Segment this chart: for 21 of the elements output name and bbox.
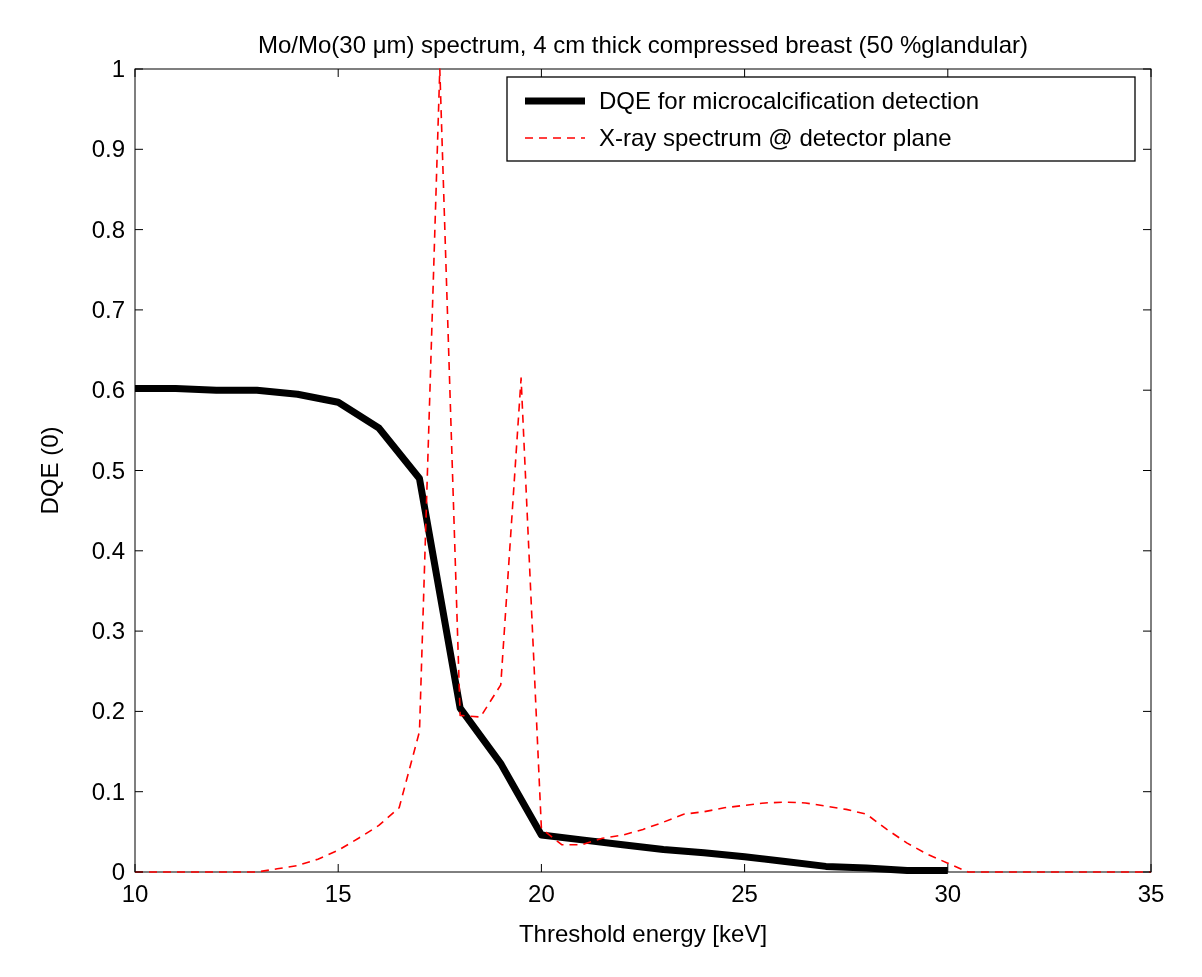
y-tick-label: 0.2 xyxy=(91,697,125,725)
y-tick-label: 0.1 xyxy=(91,777,125,805)
legend-label: DQE for microcalcification detection xyxy=(599,87,980,114)
y-tick-label: 0.7 xyxy=(91,295,125,323)
y-tick-label: 1 xyxy=(111,55,125,82)
y-tick-label: 0.8 xyxy=(91,215,125,243)
y-tick-label: 0.9 xyxy=(91,135,125,163)
x-tick-label: 15 xyxy=(324,880,352,907)
x-tick-label: 25 xyxy=(731,880,758,907)
y-tick-label: 0.3 xyxy=(91,617,125,645)
y-tick-label: 0.5 xyxy=(91,456,125,484)
legend-label: X-ray spectrum @ detector plane xyxy=(599,124,952,151)
x-tick-label: 30 xyxy=(934,880,962,907)
line-series xyxy=(134,68,1152,873)
y-tick-label: 0.4 xyxy=(91,536,125,564)
y-axis-title: DQE (0) xyxy=(36,426,63,515)
x-tick-label: 35 xyxy=(1137,880,1165,907)
x-axis-title: Threshold energy [keV] xyxy=(518,920,768,947)
chart-title: Mo/Mo(30 μm) spectrum, 4 cm thick compressed breast (50 %glandular) xyxy=(257,31,1029,58)
x-tick-label: 20 xyxy=(528,880,555,907)
y-tick-label: 0.6 xyxy=(91,376,125,404)
